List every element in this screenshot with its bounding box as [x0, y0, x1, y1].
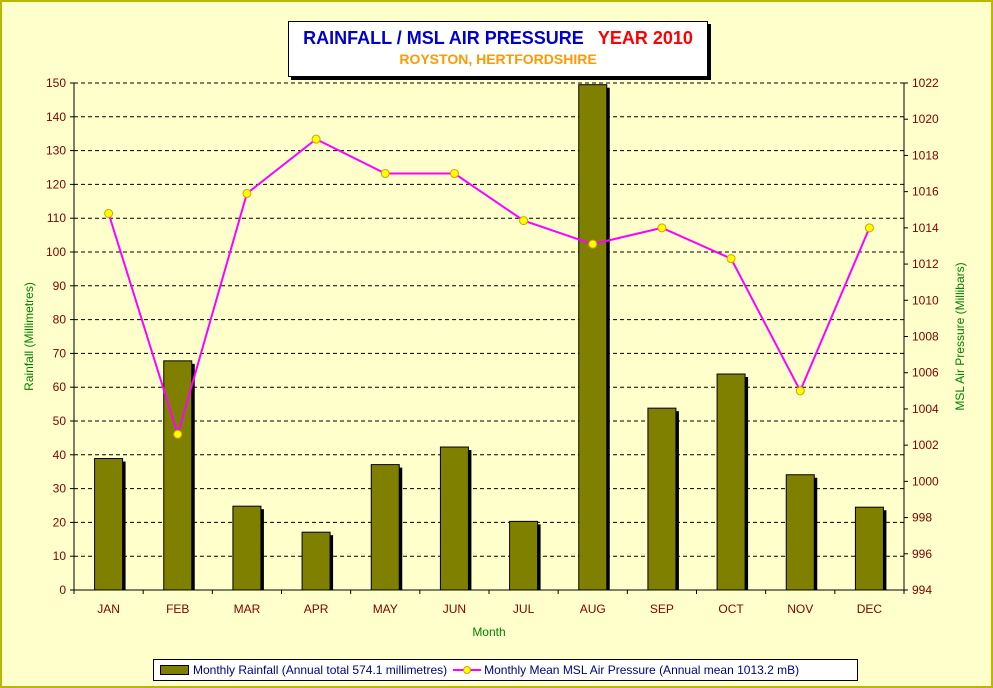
y-right-tick-label: 996 [912, 547, 932, 561]
x-tick-label: DEC [857, 602, 883, 616]
y-right-tick-label: 1008 [912, 330, 939, 344]
x-tick-label: MAR [234, 602, 261, 616]
rainfall-bar [647, 407, 677, 591]
rainfall-bar [163, 360, 193, 591]
chart-title-box: RAINFALL / MSL AIR PRESSURE YEAR 2010 ROY… [288, 21, 708, 77]
y-right-tick-label: 1010 [912, 293, 939, 307]
pressure-point [657, 223, 667, 233]
rainfall-bar [854, 506, 884, 591]
y-left-tick-label: 90 [53, 279, 67, 293]
pressure-point [104, 208, 114, 218]
y-left-tick-label: 70 [53, 346, 67, 360]
y-right-tick-label: 1000 [912, 474, 939, 488]
rainfall-bar [232, 505, 262, 591]
pressure-line-layer [104, 134, 874, 439]
pressure-point [380, 169, 390, 179]
y-left-tick-label: 140 [46, 110, 66, 124]
y-right-tick-label: 1012 [912, 257, 939, 271]
legend-item-pressure: Monthly Mean MSL Air Pressure (Annual me… [447, 663, 799, 677]
y-left-tick-label: 60 [53, 380, 67, 394]
y-right-tick-label: 1004 [912, 402, 939, 416]
tick-labels: 0102030405060708090100110120130140150994… [46, 76, 939, 616]
pressure-point [519, 216, 529, 226]
x-tick-label: JAN [97, 602, 120, 616]
pressure-point [242, 188, 252, 198]
pressure-point [864, 223, 874, 233]
y-right-tick-label: 998 [912, 511, 932, 525]
y-left-tick-label: 150 [46, 76, 66, 90]
y-left-tick-label: 30 [53, 482, 67, 496]
axes [70, 82, 908, 594]
x-tick-label: MAY [373, 602, 398, 616]
pressure-line [107, 137, 871, 438]
y-right-tick-label: 1020 [912, 112, 939, 126]
x-axis-title: Month [472, 625, 505, 639]
x-tick-label: JUL [513, 602, 535, 616]
rainfall-bars [94, 84, 887, 591]
legend-line-swatch [453, 666, 482, 674]
chart-subtitle: ROYSTON, HERTFORDSHIRE [399, 51, 597, 67]
rainfall-bar [578, 84, 608, 591]
y-left-tick-label: 120 [46, 177, 66, 191]
y-right-tick-label: 994 [912, 583, 932, 597]
x-tick-label: FEB [166, 602, 189, 616]
rainfall-bar [370, 464, 400, 591]
legend-label-rainfall: Monthly Rainfall (Annual total 574.1 mil… [193, 663, 448, 677]
pressure-point [588, 239, 598, 249]
x-tick-label: SEP [650, 602, 674, 616]
legend-label-pressure: Monthly Mean MSL Air Pressure (Annual me… [484, 663, 800, 677]
chart-title-year: YEAR 2010 [597, 28, 693, 48]
x-tick-label: JUN [443, 602, 466, 616]
y-left-tick-label: 130 [46, 144, 66, 158]
pressure-point [311, 134, 321, 144]
y-left-tick-label: 10 [53, 549, 67, 563]
y-left-tick-label: 50 [53, 414, 67, 428]
y-right-tick-label: 1014 [912, 221, 939, 235]
y-left-tick-label: 110 [47, 211, 66, 225]
y-right-tick-label: 1002 [912, 438, 939, 452]
y-left-tick-label: 40 [53, 448, 67, 462]
y-right-tick-label: 1018 [912, 148, 939, 162]
rainfall-bar [94, 458, 124, 591]
x-tick-label: OCT [718, 602, 744, 616]
x-tick-label: APR [304, 602, 329, 616]
x-tick-label: NOV [787, 602, 813, 616]
y-left-tick-label: 0 [59, 583, 66, 597]
pressure-point [173, 429, 183, 439]
y-right-tick-label: 1022 [912, 76, 939, 90]
legend-bar-swatch [160, 665, 189, 675]
y-right-tick-label: 1016 [912, 185, 939, 199]
y-left-tick-label: 100 [46, 245, 66, 259]
pressure-point [726, 254, 736, 264]
rainfall-bar [509, 520, 539, 591]
rainfall-bar [716, 373, 746, 591]
grid-lines [74, 82, 904, 557]
legend-item-rainfall: Monthly Rainfall (Annual total 574.1 mil… [154, 663, 447, 677]
rainfall-bar [785, 474, 815, 591]
rainfall-bar [301, 531, 331, 591]
chart-title: RAINFALL / MSL AIR PRESSURE [303, 28, 584, 48]
y-axis-left-title: Rainfall (Millimetres) [22, 282, 36, 391]
y-axis-right-title: MSL Air Pressure (Millibars) [953, 262, 967, 410]
chart-legend: Monthly Rainfall (Annual total 574.1 mil… [153, 659, 858, 681]
y-left-tick-label: 20 [53, 515, 67, 529]
pressure-point [449, 169, 459, 179]
rainfall-bar [439, 446, 469, 591]
pressure-point [795, 386, 805, 396]
y-left-tick-label: 80 [53, 313, 67, 327]
y-right-tick-label: 1006 [912, 366, 939, 380]
x-tick-label: AUG [580, 602, 606, 616]
